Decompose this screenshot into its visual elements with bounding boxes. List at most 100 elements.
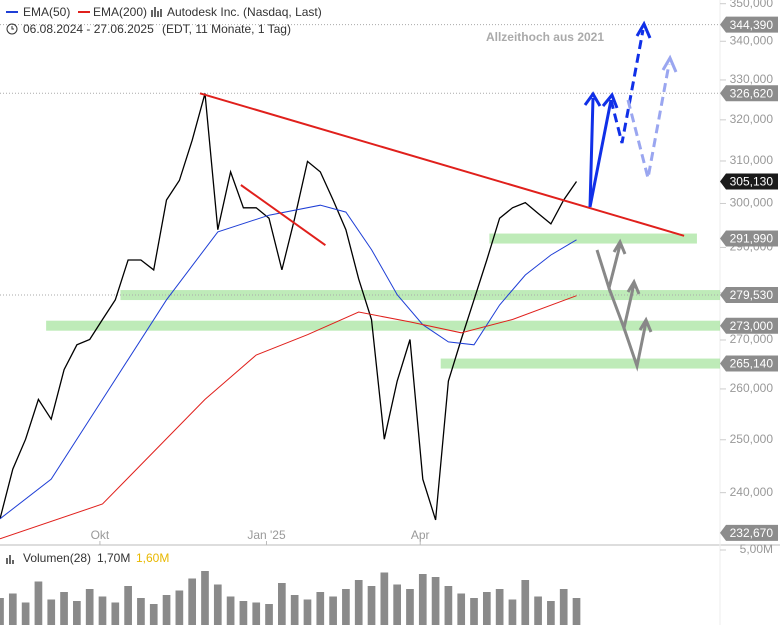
date-range: 06.08.2024 - 27.06.2025	[23, 22, 154, 36]
volume-bar	[47, 599, 56, 625]
volume-bar	[201, 571, 209, 625]
price-marker	[720, 173, 778, 190]
volume-bar	[316, 592, 325, 625]
volume-bar	[431, 577, 440, 625]
y-tick-label: 310,000	[730, 153, 774, 167]
series-line	[0, 93, 578, 521]
price-marker	[720, 355, 778, 372]
projection-arrows	[583, 20, 678, 372]
volume-avg: 1,70M	[97, 551, 130, 565]
volume-bar	[521, 580, 530, 625]
y-tick-label: 260,000	[730, 381, 774, 395]
volume-tick-label: 5,00M	[740, 542, 773, 556]
volume-bar	[406, 589, 414, 625]
volume-bar	[188, 578, 197, 625]
arrow	[588, 92, 619, 208]
volume-bar	[342, 589, 350, 625]
arrow	[626, 63, 671, 179]
volume-bar	[418, 574, 427, 625]
volume-bar	[380, 572, 389, 625]
volume-bar	[444, 586, 453, 625]
y-tick-label: 300,000	[730, 196, 774, 210]
volume-bar	[495, 589, 504, 625]
volume-bar	[149, 604, 158, 625]
x-tick-label: Okt	[91, 528, 110, 542]
volume-bar	[367, 586, 376, 625]
volume-bar	[175, 590, 184, 625]
range-note: (EDT, 11 Monate, 1 Tag)	[162, 22, 291, 36]
volume-bar	[457, 593, 466, 625]
volume-bar	[0, 598, 4, 625]
price-marker	[720, 16, 778, 33]
volume-bar	[265, 604, 273, 625]
y-tick-label: 330,000	[730, 72, 774, 86]
price-marker-label: 232,670	[730, 526, 774, 540]
volume-bar	[508, 599, 517, 625]
volume-icon	[6, 555, 14, 564]
trendline	[240, 184, 326, 247]
arrow	[595, 238, 627, 294]
price-marker-label: 273,000	[730, 319, 774, 333]
volume-bar	[534, 596, 542, 625]
x-tick-label: Apr	[411, 528, 430, 542]
legend-label: EMA(50)	[23, 5, 70, 19]
y-tick-label: 340,000	[730, 33, 774, 47]
price-marker	[720, 287, 778, 304]
volume-bar	[572, 598, 581, 625]
price-marker	[720, 85, 778, 102]
volume-bar	[60, 592, 68, 625]
volume-bar	[98, 596, 107, 625]
y-tick-label: 270,000	[730, 332, 774, 346]
instrument-name: Autodesk Inc. (Nasdaq, Last)	[167, 5, 322, 19]
volume-bar	[162, 595, 171, 625]
legend-label: EMA(200)	[93, 5, 147, 19]
clock-icon	[6, 23, 18, 35]
volume-bar	[278, 583, 286, 625]
volume-bar	[213, 584, 222, 625]
volume-bar	[547, 601, 555, 625]
series-line	[0, 295, 577, 540]
y-tick-label: 240,000	[730, 485, 774, 499]
volume-bar	[329, 596, 337, 625]
volume-bar	[482, 592, 491, 625]
support-zone	[46, 320, 721, 331]
price-marker	[720, 317, 778, 334]
header: EMA(50) EMA(200) Autodesk Inc. (Nasdaq, …	[6, 5, 604, 44]
volume-bar	[124, 586, 132, 625]
volume-bar	[21, 602, 30, 625]
instrument-icon	[151, 7, 162, 17]
y-tick-label: 250,000	[730, 432, 774, 446]
volume-bar	[252, 602, 261, 625]
y-tick-label: 320,000	[730, 112, 774, 126]
volume-avg2: 1,60M	[136, 551, 169, 565]
arrow	[661, 54, 678, 73]
clock-hand	[11, 26, 14, 30]
volume-bar	[393, 584, 401, 625]
arrow	[635, 20, 652, 39]
volume-bar	[290, 595, 299, 625]
annotation: Allzeithoch aus 2021	[486, 30, 604, 44]
trendline	[199, 92, 685, 237]
volume-bar	[137, 598, 145, 625]
volume-bar	[226, 596, 235, 625]
price-marker-label: 305,130	[730, 175, 774, 189]
series-line	[0, 204, 577, 520]
volume-bar	[354, 580, 363, 625]
volume-bar	[34, 581, 43, 625]
price-marker-label: 326,620	[730, 86, 774, 100]
volume-title: Volumen(28)	[23, 551, 91, 565]
price-marker-label: 344,390	[730, 18, 774, 32]
arrow	[622, 316, 653, 372]
volume-bar	[111, 602, 120, 625]
volume-bar	[303, 599, 312, 625]
volume-bar	[85, 589, 94, 625]
price-marker	[720, 524, 778, 541]
y-tick-label: 350,000	[730, 0, 774, 10]
support-zone	[489, 233, 697, 244]
arrow	[583, 91, 602, 208]
volume-bar	[73, 601, 81, 625]
volume-bar	[8, 593, 17, 625]
x-tick-label: Jan '25	[247, 528, 286, 542]
